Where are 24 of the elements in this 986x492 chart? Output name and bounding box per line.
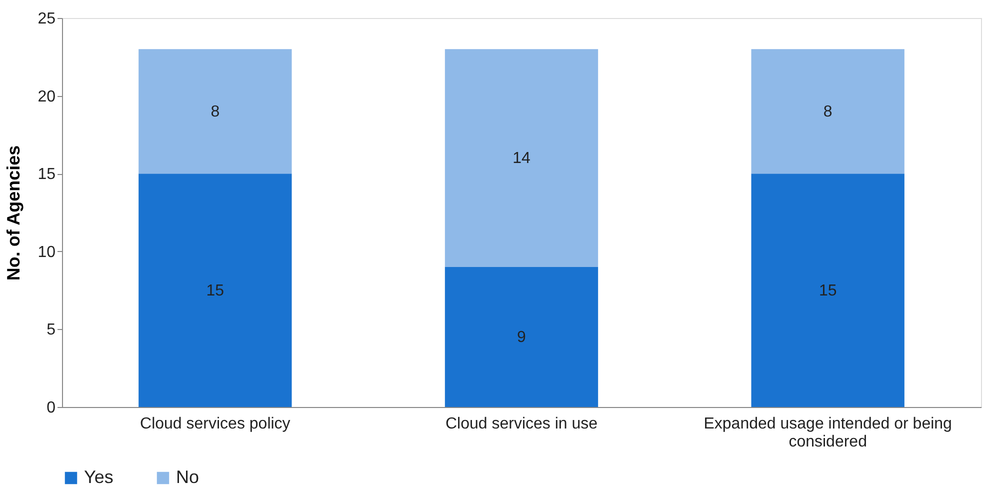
- bar: [444, 266, 598, 407]
- y-tick-label: 25: [38, 10, 56, 28]
- bar: [751, 49, 904, 174]
- bar: [138, 49, 292, 174]
- y-tick-label: 0: [46, 400, 56, 416]
- x-tick-label: Expanded usage intended or being considered: [704, 416, 952, 450]
- bar: [444, 49, 598, 267]
- data-label: 9: [517, 328, 526, 346]
- data-label: 15: [818, 282, 837, 300]
- legend-label: No: [176, 467, 200, 487]
- y-axis-title: No. of Agencies: [4, 145, 24, 281]
- bar: [138, 174, 292, 407]
- legend-label: Yes: [84, 467, 114, 487]
- data-label: 14: [512, 150, 530, 168]
- x-tick-label: Cloud services policy: [140, 416, 290, 432]
- x-tick-label: Cloud services in use: [445, 416, 598, 432]
- y-tick-label: 10: [38, 244, 56, 261]
- y-tick-label: 15: [38, 166, 56, 184]
- data-label: 15: [206, 282, 224, 300]
- bar: [751, 174, 904, 407]
- y-tick-label: 5: [46, 322, 56, 339]
- data-label: 8: [823, 103, 832, 120]
- data-label: 8: [210, 103, 220, 120]
- y-tick-label: 20: [38, 88, 56, 106]
